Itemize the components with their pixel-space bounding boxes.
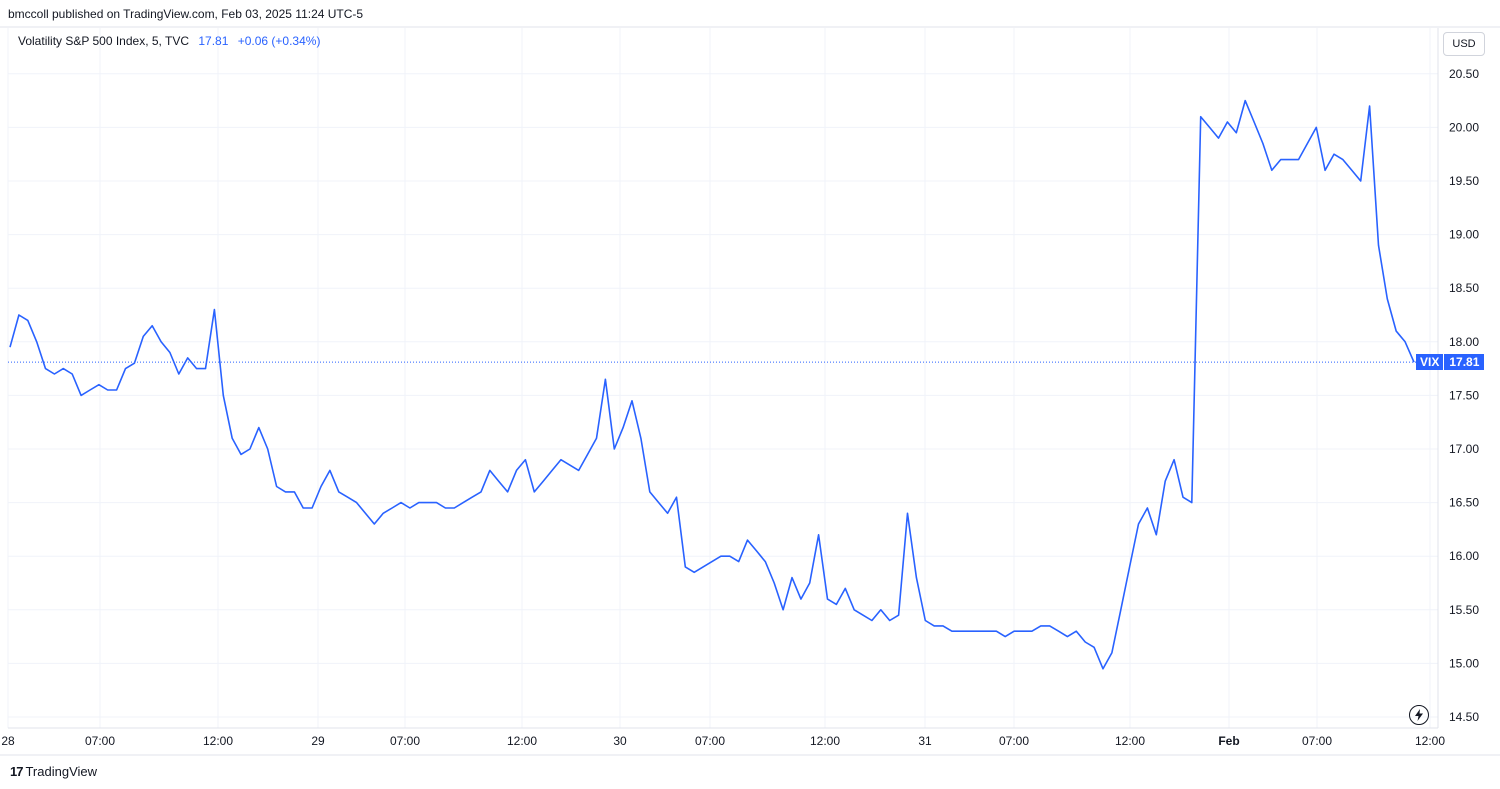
- price-axis-labels: 14.50 15.00 15.50 16.00 16.50 17.00 17.50 18.00…: [1449, 67, 1479, 724]
- tradingview-logo-icon: 17: [10, 764, 24, 779]
- y-tick-label: 20.50: [1449, 67, 1479, 81]
- y-tick-label: 17.00: [1449, 442, 1479, 456]
- x-tick-label: 12:00: [507, 734, 537, 748]
- x-tick-label: 12:00: [810, 734, 840, 748]
- published-header: bmccoll published on TradingView.com, Fe…: [8, 7, 364, 21]
- x-tick-label: 12:00: [203, 734, 233, 748]
- x-tick-label: 12:00: [1415, 734, 1445, 748]
- price-tag-value: 17.81: [1444, 354, 1485, 371]
- y-tick-label: 16.50: [1449, 496, 1479, 510]
- y-tick-label: 14.50: [1449, 710, 1479, 724]
- chart-grid: [7, 28, 1438, 728]
- last-value: 17.81: [198, 34, 229, 48]
- x-tick-label: 07:00: [85, 734, 115, 748]
- currency-button[interactable]: USD: [1443, 32, 1485, 56]
- y-tick-label: 19.00: [1449, 228, 1479, 242]
- x-tick-label: 07:00: [999, 734, 1029, 748]
- price-tag-symbol: VIX: [1416, 354, 1445, 371]
- tradingview-brand: TradingView: [25, 764, 98, 779]
- x-tick-label: 12:00: [1115, 734, 1145, 748]
- x-tick-label: Feb: [1218, 734, 1239, 748]
- lightning-glyph: [1415, 709, 1423, 721]
- y-tick-label: 18.00: [1449, 335, 1479, 349]
- time-axis-labels: 28 07:00 12:00 29 07:00 12:00 30 07:00 12:00 31 07…: [1, 734, 1445, 748]
- tradingview-logo[interactable]: 17 TradingView: [10, 764, 97, 779]
- x-tick-label: 07:00: [695, 734, 725, 748]
- x-tick-label: 30: [613, 734, 627, 748]
- x-tick-label: 29: [311, 734, 325, 748]
- y-tick-label: 17.50: [1449, 388, 1479, 402]
- x-tick-label: 07:00: [1302, 734, 1332, 748]
- vix-series-line: [9, 99, 1415, 670]
- x-tick-label: 28: [1, 734, 15, 748]
- lightning-icon[interactable]: [1409, 705, 1429, 725]
- change-value: +0.06 (+0.34%): [237, 34, 321, 48]
- x-tick-label: 07:00: [390, 734, 420, 748]
- y-tick-label: 15.50: [1449, 603, 1479, 617]
- y-tick-label: 16.00: [1449, 549, 1479, 563]
- y-tick-label: 15.00: [1449, 656, 1479, 670]
- symbol-legend[interactable]: Volatility S&P 500 Index, 5, TVC 17.81 +…: [18, 34, 320, 48]
- y-tick-label: 19.50: [1449, 174, 1479, 188]
- y-tick-label: 18.50: [1449, 281, 1479, 295]
- last-price-tag: VIX 17.81: [1416, 354, 1485, 371]
- x-tick-label: 31: [918, 734, 932, 748]
- symbol-title: Volatility S&P 500 Index, 5, TVC: [18, 34, 189, 48]
- y-tick-label: 20.00: [1449, 120, 1479, 134]
